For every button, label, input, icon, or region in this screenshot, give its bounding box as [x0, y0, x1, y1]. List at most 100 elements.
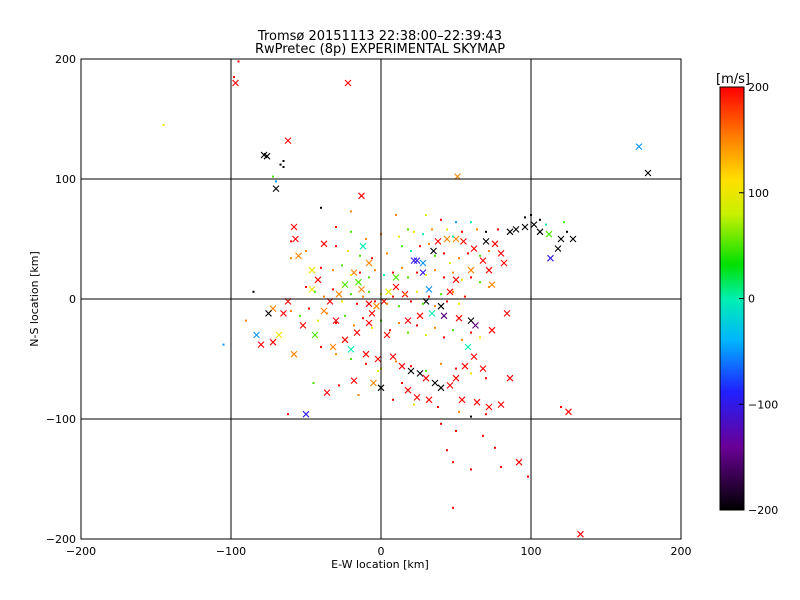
data-point-x: [536, 228, 544, 236]
data-point-x: [482, 238, 490, 245]
colorbar-label: [m/s]: [716, 72, 750, 87]
data-point-dot: [470, 468, 472, 471]
data-point-x: [452, 276, 460, 284]
data-point-dot: [398, 235, 400, 238]
data-point-dot: [401, 266, 403, 269]
data-point-dot: [305, 286, 307, 288]
data-point-dot: [350, 210, 352, 213]
data-point-x: [460, 238, 467, 245]
data-point-x: [545, 230, 553, 238]
data-point-x: [437, 302, 445, 310]
data-point-dot: [470, 276, 472, 279]
data-point-x: [344, 79, 352, 87]
data-point-x: [404, 386, 412, 394]
data-point-dot: [446, 228, 448, 231]
data-point-x: [446, 382, 454, 389]
y-tick-label: 200: [55, 53, 76, 66]
colorbar-tick-label: −100: [748, 398, 778, 411]
data-point-x: [485, 266, 493, 274]
data-point-dot: [392, 295, 394, 298]
data-point-dot: [470, 221, 472, 224]
data-point-dot: [365, 238, 367, 240]
data-point-x: [385, 288, 392, 296]
data-point-dot: [279, 163, 282, 166]
data-point-x: [557, 235, 565, 243]
data-point-dot: [326, 312, 328, 315]
data-point-x: [554, 245, 562, 252]
data-point-dot: [407, 276, 409, 279]
data-point-x: [443, 235, 451, 243]
data-point-dot: [395, 214, 397, 216]
colorbar-tick-label: 0: [748, 293, 755, 306]
data-point-x: [383, 331, 391, 339]
data-point-dot: [410, 250, 412, 252]
data-point-dot: [335, 322, 337, 324]
data-point-dot: [479, 281, 481, 284]
data-point-x: [365, 300, 373, 308]
data-point-dot: [437, 406, 439, 408]
data-point-x: [302, 410, 310, 418]
chart-subtitle: RwPretec (8p) EXPERIMENTAL SKYMAP: [255, 42, 505, 57]
data-point-dot: [434, 254, 436, 257]
data-point-x: [413, 257, 421, 264]
data-point-dot: [320, 346, 322, 348]
data-point-dot: [245, 319, 247, 322]
data-point-dot: [434, 305, 436, 308]
data-point-dot: [332, 269, 334, 272]
data-point-dot: [539, 218, 541, 221]
data-point-dot: [452, 235, 454, 238]
data-point-dot: [449, 262, 451, 264]
data-point-x: [497, 401, 505, 408]
data-point-x: [257, 341, 265, 348]
data-point-dot: [350, 230, 352, 233]
data-point-x: [569, 235, 577, 243]
data-point-dot: [440, 362, 442, 365]
data-point-dot: [410, 365, 412, 368]
data-point-dot: [452, 290, 454, 293]
data-point-x: [635, 143, 643, 150]
data-point-dot: [458, 410, 460, 413]
data-point-x: [290, 223, 298, 231]
data-point-dot: [287, 413, 289, 416]
data-point-x: [430, 247, 437, 255]
data-point-dot: [357, 394, 360, 396]
data-point-x: [547, 254, 554, 262]
x-tick-label: 100: [521, 545, 542, 558]
data-point-x: [497, 250, 505, 257]
y-axis-label: N-S location [km]: [28, 251, 41, 347]
data-point-dot: [416, 290, 418, 293]
data-point-dot: [524, 216, 526, 219]
data-point-x: [263, 152, 271, 160]
data-point-dot: [461, 278, 463, 281]
data-point-x: [455, 314, 463, 322]
data-point-x: [488, 326, 496, 334]
data-point-dot: [416, 324, 418, 327]
data-point-dot: [401, 245, 403, 248]
data-point-dot: [371, 257, 373, 260]
data-point-x: [362, 350, 370, 358]
data-point-dot: [320, 206, 322, 209]
data-point-x: [232, 79, 239, 87]
data-point-dot: [545, 223, 547, 226]
data-point-dot: [237, 60, 240, 63]
data-point-dot: [282, 160, 285, 162]
data-point-dot: [314, 290, 316, 293]
data-point-dot: [162, 124, 165, 126]
data-point-dot: [560, 406, 562, 408]
data-point-x: [413, 394, 421, 401]
data-point-x: [359, 242, 367, 250]
data-point-x: [437, 384, 445, 392]
data-point-dot: [479, 336, 481, 339]
data-point-dot: [350, 293, 352, 296]
data-point-dot: [476, 228, 478, 231]
data-point-dot: [341, 300, 343, 303]
data-point-x: [398, 362, 406, 370]
data-point-dot: [365, 362, 367, 365]
data-point-dot: [290, 257, 292, 260]
data-point-x: [292, 235, 299, 243]
data-point-x: [472, 322, 479, 329]
data-point-dot: [359, 254, 361, 257]
data-point-dot: [470, 372, 472, 375]
data-point-dot: [419, 245, 421, 248]
